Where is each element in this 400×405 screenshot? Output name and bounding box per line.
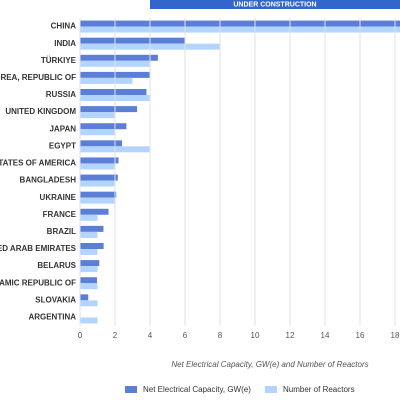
x-tick-label: 6 bbox=[183, 331, 188, 340]
category-label: TÜRKIYE bbox=[41, 56, 77, 65]
category-label: RUSSIA bbox=[46, 90, 76, 99]
x-tick-label: 2 bbox=[113, 331, 118, 340]
bar bbox=[80, 157, 119, 164]
legend-swatch bbox=[265, 386, 277, 393]
category-label: SLAMIC REPUBLIC OF bbox=[0, 278, 76, 287]
x-tick-label: 14 bbox=[321, 331, 330, 340]
x-axis-title: Net Electrical Capacity, GW(e) and Numbe… bbox=[171, 360, 368, 369]
category-label: TED ARAB EMIRATES bbox=[0, 244, 77, 253]
bar bbox=[80, 294, 89, 301]
bar bbox=[80, 231, 98, 238]
bar bbox=[80, 20, 400, 27]
category-label: UKRAINE bbox=[40, 193, 77, 202]
category-label: JAPAN bbox=[49, 124, 76, 133]
bar bbox=[80, 277, 97, 284]
bar bbox=[80, 191, 117, 198]
bar bbox=[80, 112, 115, 119]
bar bbox=[80, 266, 98, 273]
x-tick-label: 10 bbox=[251, 331, 260, 340]
bar bbox=[80, 283, 98, 290]
bar bbox=[80, 174, 118, 181]
bar bbox=[80, 26, 400, 33]
plot-area bbox=[80, 20, 400, 324]
x-tick-label: 4 bbox=[148, 331, 153, 340]
category-label: SLOVAKIA bbox=[35, 295, 76, 304]
bar bbox=[80, 123, 127, 130]
category-label: KOREA, REPUBLIC OF bbox=[0, 73, 76, 82]
chart-title: UNDER CONSTRUCTION bbox=[233, 1, 316, 8]
category-label: BRAZIL bbox=[47, 227, 76, 236]
x-tick-label: 18 bbox=[391, 331, 400, 340]
bar bbox=[80, 37, 185, 44]
category-label: INDIA bbox=[54, 39, 76, 48]
category-label: BELARUS bbox=[37, 261, 76, 270]
x-tick-label: 8 bbox=[218, 331, 223, 340]
category-label: FRANCE bbox=[43, 210, 77, 219]
bar bbox=[80, 140, 122, 147]
x-tick-label: 16 bbox=[356, 331, 365, 340]
legend-swatch bbox=[125, 386, 137, 393]
bar bbox=[80, 214, 98, 221]
category-label: ARGENTINA bbox=[28, 313, 76, 322]
category-label: EGYPT bbox=[49, 141, 76, 150]
bar bbox=[80, 197, 115, 204]
bar bbox=[80, 89, 147, 95]
bar bbox=[80, 208, 109, 215]
category-label: BANGLADESH bbox=[20, 176, 77, 185]
legend-label: Net Electrical Capacity, GW(e) bbox=[143, 385, 251, 394]
bar bbox=[80, 317, 98, 324]
bar bbox=[80, 77, 133, 84]
x-tick-label: 12 bbox=[286, 331, 295, 340]
bar bbox=[80, 106, 138, 113]
bar bbox=[80, 260, 100, 267]
title-banner bbox=[150, 0, 400, 9]
bar bbox=[80, 300, 98, 307]
bar bbox=[80, 129, 115, 136]
bar bbox=[80, 54, 158, 61]
category-label: UNITED KINGDOM bbox=[5, 107, 76, 116]
category-label: STATES OF AMERICA bbox=[0, 159, 76, 168]
bar bbox=[80, 243, 104, 249]
bar bbox=[80, 180, 115, 187]
x-tick-label: 0 bbox=[78, 331, 83, 340]
bar bbox=[80, 225, 104, 232]
legend-label: Number of Reactors bbox=[283, 385, 355, 394]
bar bbox=[80, 249, 98, 255]
bar bbox=[80, 163, 115, 170]
category-label: CHINA bbox=[51, 22, 77, 31]
